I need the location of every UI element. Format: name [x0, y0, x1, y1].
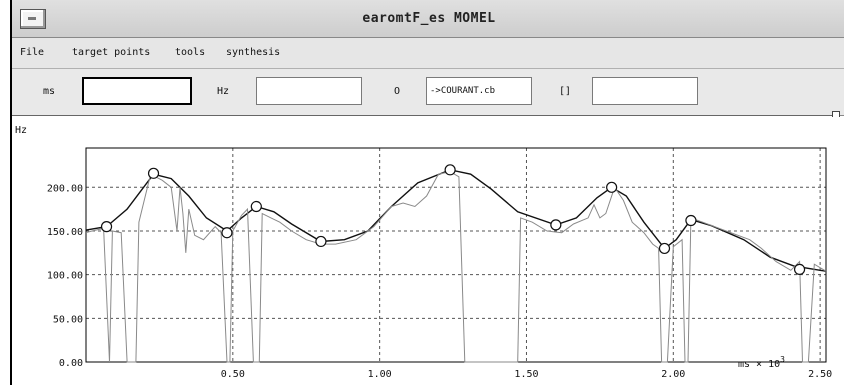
target-point[interactable] — [221, 227, 233, 239]
target-point[interactable] — [793, 263, 806, 276]
target-points[interactable] — [100, 164, 806, 276]
ms-label: ms — [43, 86, 56, 97]
target-point[interactable] — [444, 164, 456, 176]
x-tick-label: 2.00 — [661, 369, 685, 380]
target-point[interactable] — [315, 235, 327, 248]
x-axis-unit-exponent: 3 — [780, 355, 785, 364]
f0-raw-line — [85, 171, 827, 363]
brackets-field[interactable] — [592, 77, 698, 105]
sash-line — [12, 115, 838, 116]
x-tick-label: 1.50 — [514, 369, 538, 380]
target-point[interactable] — [606, 181, 618, 193]
window-menu-button[interactable] — [20, 9, 46, 29]
y-tick-label: 0.00 — [59, 358, 83, 369]
target-point[interactable] — [100, 221, 113, 233]
y-tick-label: 200.00 — [47, 183, 83, 194]
x-axis-unit-label: ms × 103 — [738, 355, 785, 370]
file-field[interactable]: ->COURANT.cb — [426, 77, 532, 105]
hz-field[interactable] — [256, 77, 362, 105]
ms-field[interactable] — [82, 77, 192, 105]
momel-curve-line — [85, 169, 827, 272]
plot-area: Hz 0.50 1.00 1.50 2.00 2.50 0.00 50.00 100.00 15… — [12, 117, 844, 385]
target-point[interactable] — [658, 242, 671, 255]
y-tick-label: 100.00 — [47, 271, 83, 282]
menu-synthesis[interactable]: synthesis — [226, 47, 281, 58]
y-tick-label: 50.00 — [53, 314, 83, 325]
menu-tools[interactable]: tools — [175, 47, 206, 58]
chart-series — [85, 169, 827, 363]
x-tick-label: 0.50 — [221, 369, 245, 380]
f0-chart[interactable]: Hz 0.50 1.00 1.50 2.00 2.50 0.00 50.00 100.00 15… — [12, 117, 844, 385]
target-point[interactable] — [250, 200, 262, 213]
app-window: earomtF_es MOMEL File target points tool… — [10, 0, 844, 385]
plot-frame — [85, 147, 827, 363]
title-bar[interactable]: earomtF_es MOMEL — [12, 0, 844, 38]
brackets-label: [] — [559, 86, 572, 97]
window-title: earomtF_es MOMEL — [362, 11, 496, 26]
x-tick-label: 2.50 — [808, 369, 832, 380]
menu-bar: File target points tools synthesis — [12, 38, 844, 69]
chart-grid — [86, 148, 826, 362]
hz-label: Hz — [217, 86, 230, 97]
y-tick-label: 150.00 — [47, 227, 83, 238]
x-axis-unit-text: ms × 10 — [738, 359, 780, 370]
tick-labels: 0.50 1.00 1.50 2.00 2.50 0.00 50.00 100.00 150.0… — [47, 183, 832, 380]
target-point[interactable] — [147, 167, 160, 179]
y-axis-label: Hz — [15, 125, 27, 136]
x-tick-label: 1.00 — [368, 369, 392, 380]
menu-target-points[interactable]: target points — [72, 47, 151, 58]
target-point[interactable] — [685, 214, 697, 227]
menu-file[interactable]: File — [20, 47, 45, 58]
o-label: O — [394, 86, 401, 97]
toolbar: ms Hz O ->COURANT.cb [] — [12, 69, 844, 116]
target-point[interactable] — [550, 219, 562, 231]
